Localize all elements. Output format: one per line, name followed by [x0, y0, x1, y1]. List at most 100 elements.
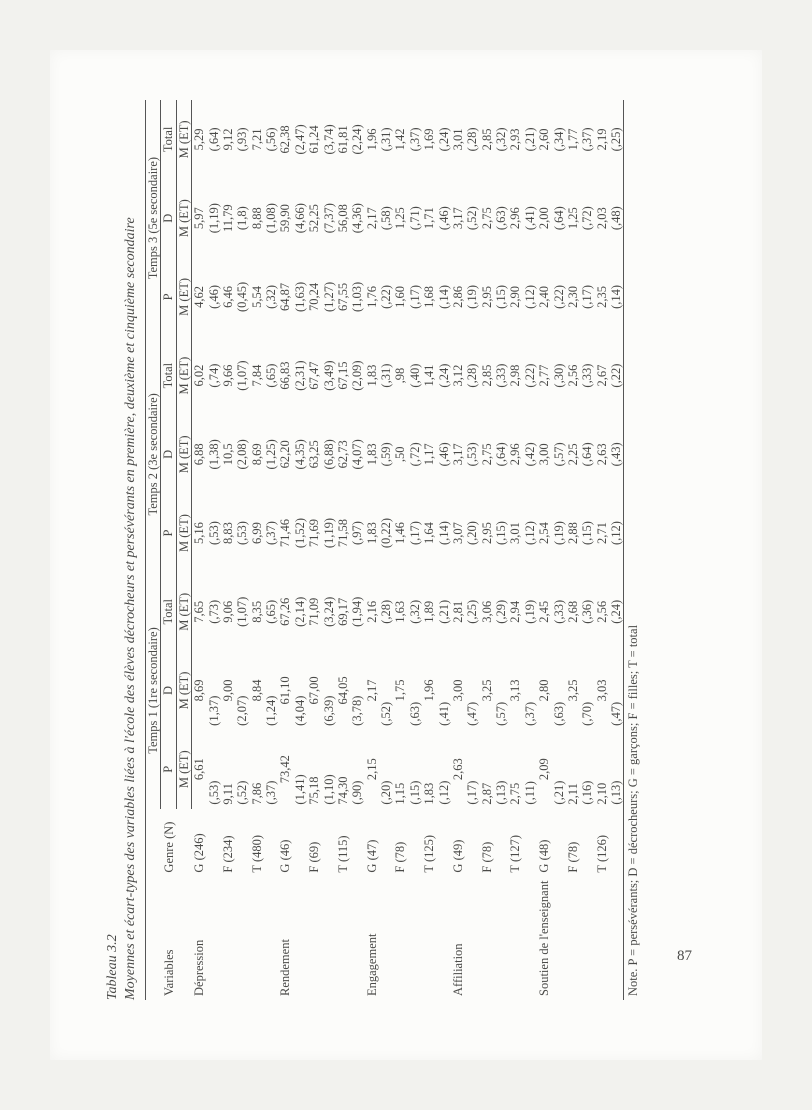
- cell-mean: 1,46: [393, 494, 407, 573]
- cell-mean: 1,17: [422, 415, 436, 494]
- cell-sd: (1,38): [207, 415, 221, 494]
- cell-sd: (1,25): [264, 415, 278, 494]
- cell-sd: (2,47): [293, 100, 307, 179]
- cell-mean: 1,96: [365, 100, 379, 179]
- cell-sd: (,29): [494, 572, 508, 651]
- cell-mean: 2,10: [595, 730, 609, 809]
- cell-sd: (,52): [379, 651, 393, 730]
- cell-mean: 1,69: [422, 100, 436, 179]
- cell-sd: (6,39): [322, 651, 336, 730]
- cell-sd: (,63): [408, 651, 422, 730]
- cell-sd: (,52): [465, 179, 479, 258]
- cell-mean: 2,96: [508, 415, 522, 494]
- cell-mean: 3,17: [451, 415, 465, 494]
- cell-mean: 67,55: [336, 258, 350, 337]
- cell-mean: 1,83: [365, 494, 379, 573]
- cell-mean: 7,86: [250, 730, 264, 809]
- cell-mean: 1,89: [422, 572, 436, 651]
- cell-mean: 1,83: [365, 415, 379, 494]
- col-variables: Variables: [146, 877, 192, 1000]
- genre-label: T (480): [250, 809, 279, 877]
- cell-sd: (4,07): [350, 415, 364, 494]
- cell-mean: 2,56: [595, 572, 609, 651]
- cell-mean: 2,90: [508, 258, 522, 337]
- genre-label: F (78): [393, 809, 422, 877]
- cell-mean: 6,02: [192, 336, 207, 415]
- page-number: 87: [677, 948, 692, 965]
- cell-mean: 3,00: [537, 415, 551, 494]
- col-met: M (ET): [176, 336, 191, 415]
- col-time1: Temps 1 (1re secondaire): [146, 572, 161, 808]
- cell-sd: (,57): [494, 651, 508, 730]
- col-d: D: [161, 415, 176, 494]
- cell-mean: 8,84: [250, 651, 264, 730]
- cell-mean: 8,35: [250, 572, 264, 651]
- cell-mean: 2,85: [480, 336, 494, 415]
- cell-mean: 71,58: [336, 494, 350, 573]
- cell-sd: (,22): [552, 258, 566, 337]
- cell-mean: 2,96: [508, 179, 522, 258]
- cell-mean: 71,46: [278, 494, 292, 573]
- genre-label: F (78): [566, 809, 595, 877]
- cell-mean: 3,00: [451, 651, 465, 730]
- cell-sd: (,21): [523, 100, 537, 179]
- cell-sd: (,20): [465, 494, 479, 573]
- cell-sd: (,24): [437, 336, 451, 415]
- cell-sd: (,25): [609, 100, 624, 179]
- cell-sd: (,97): [350, 494, 364, 573]
- cell-sd: (,37): [523, 651, 537, 730]
- col-met: M (ET): [176, 415, 191, 494]
- cell-mean: 1,15: [393, 730, 407, 809]
- cell-mean: 71,09: [307, 572, 321, 651]
- cell-sd: (2,07): [235, 651, 249, 730]
- cell-mean: 2,88: [566, 494, 580, 573]
- cell-mean: 3,13: [508, 651, 522, 730]
- variable-label: Affiliation: [451, 877, 537, 1000]
- cell-sd: (,12): [523, 258, 537, 337]
- cell-mean: 2,81: [451, 572, 465, 651]
- variable-label: Dépression: [192, 877, 279, 1000]
- cell-sd: (,36): [580, 572, 594, 651]
- cell-mean: 3,12: [451, 336, 465, 415]
- cell-sd: (,46): [207, 258, 221, 337]
- cell-mean: 61,10: [278, 651, 292, 730]
- cell-sd: (,28): [379, 572, 393, 651]
- cell-sd: (,47): [609, 651, 624, 730]
- cell-sd: (2,14): [293, 572, 307, 651]
- cell-sd: (,65): [264, 572, 278, 651]
- cell-sd: (,64): [207, 100, 221, 179]
- cell-sd: (1,63): [293, 258, 307, 337]
- cell-sd: (1,19): [207, 179, 221, 258]
- cell-mean: 1,83: [365, 336, 379, 415]
- cell-mean: 71,69: [307, 494, 321, 573]
- table-container: Tableau 3.2 Moyennes et écart-types des …: [50, 50, 671, 1060]
- cell-sd: (,14): [437, 258, 451, 337]
- cell-mean: 2,75: [480, 415, 494, 494]
- cell-mean: 6,61: [192, 730, 207, 809]
- col-met: M (ET): [176, 494, 191, 573]
- data-table: Variables Genre (N) Temps 1 (1re seconda…: [145, 100, 641, 1000]
- cell-mean: 5,54: [250, 258, 264, 337]
- cell-mean: 9,00: [221, 651, 235, 730]
- cell-sd: (3,74): [322, 100, 336, 179]
- cell-mean: 75,18: [307, 730, 321, 809]
- cell-sd: (1,10): [322, 730, 336, 809]
- cell-mean: 4,62: [192, 258, 207, 337]
- cell-sd: (,22): [523, 336, 537, 415]
- genre-label: G (46): [278, 809, 307, 877]
- cell-mean: 1,63: [393, 572, 407, 651]
- cell-mean: 74,30: [336, 730, 350, 809]
- cell-sd: (,21): [437, 572, 451, 651]
- cell-mean: 11,79: [221, 179, 235, 258]
- cell-sd: (4,66): [293, 179, 307, 258]
- cell-sd: (,53): [235, 494, 249, 573]
- cell-sd: (,48): [609, 179, 624, 258]
- cell-sd: (,57): [552, 415, 566, 494]
- cell-sd: (,56): [264, 100, 278, 179]
- cell-mean: 2,77: [537, 336, 551, 415]
- cell-sd: (,12): [609, 494, 624, 573]
- cell-mean: 62,20: [278, 415, 292, 494]
- cell-mean: 3,06: [480, 572, 494, 651]
- cell-mean: 6,99: [250, 494, 264, 573]
- cell-mean: 62,38: [278, 100, 292, 179]
